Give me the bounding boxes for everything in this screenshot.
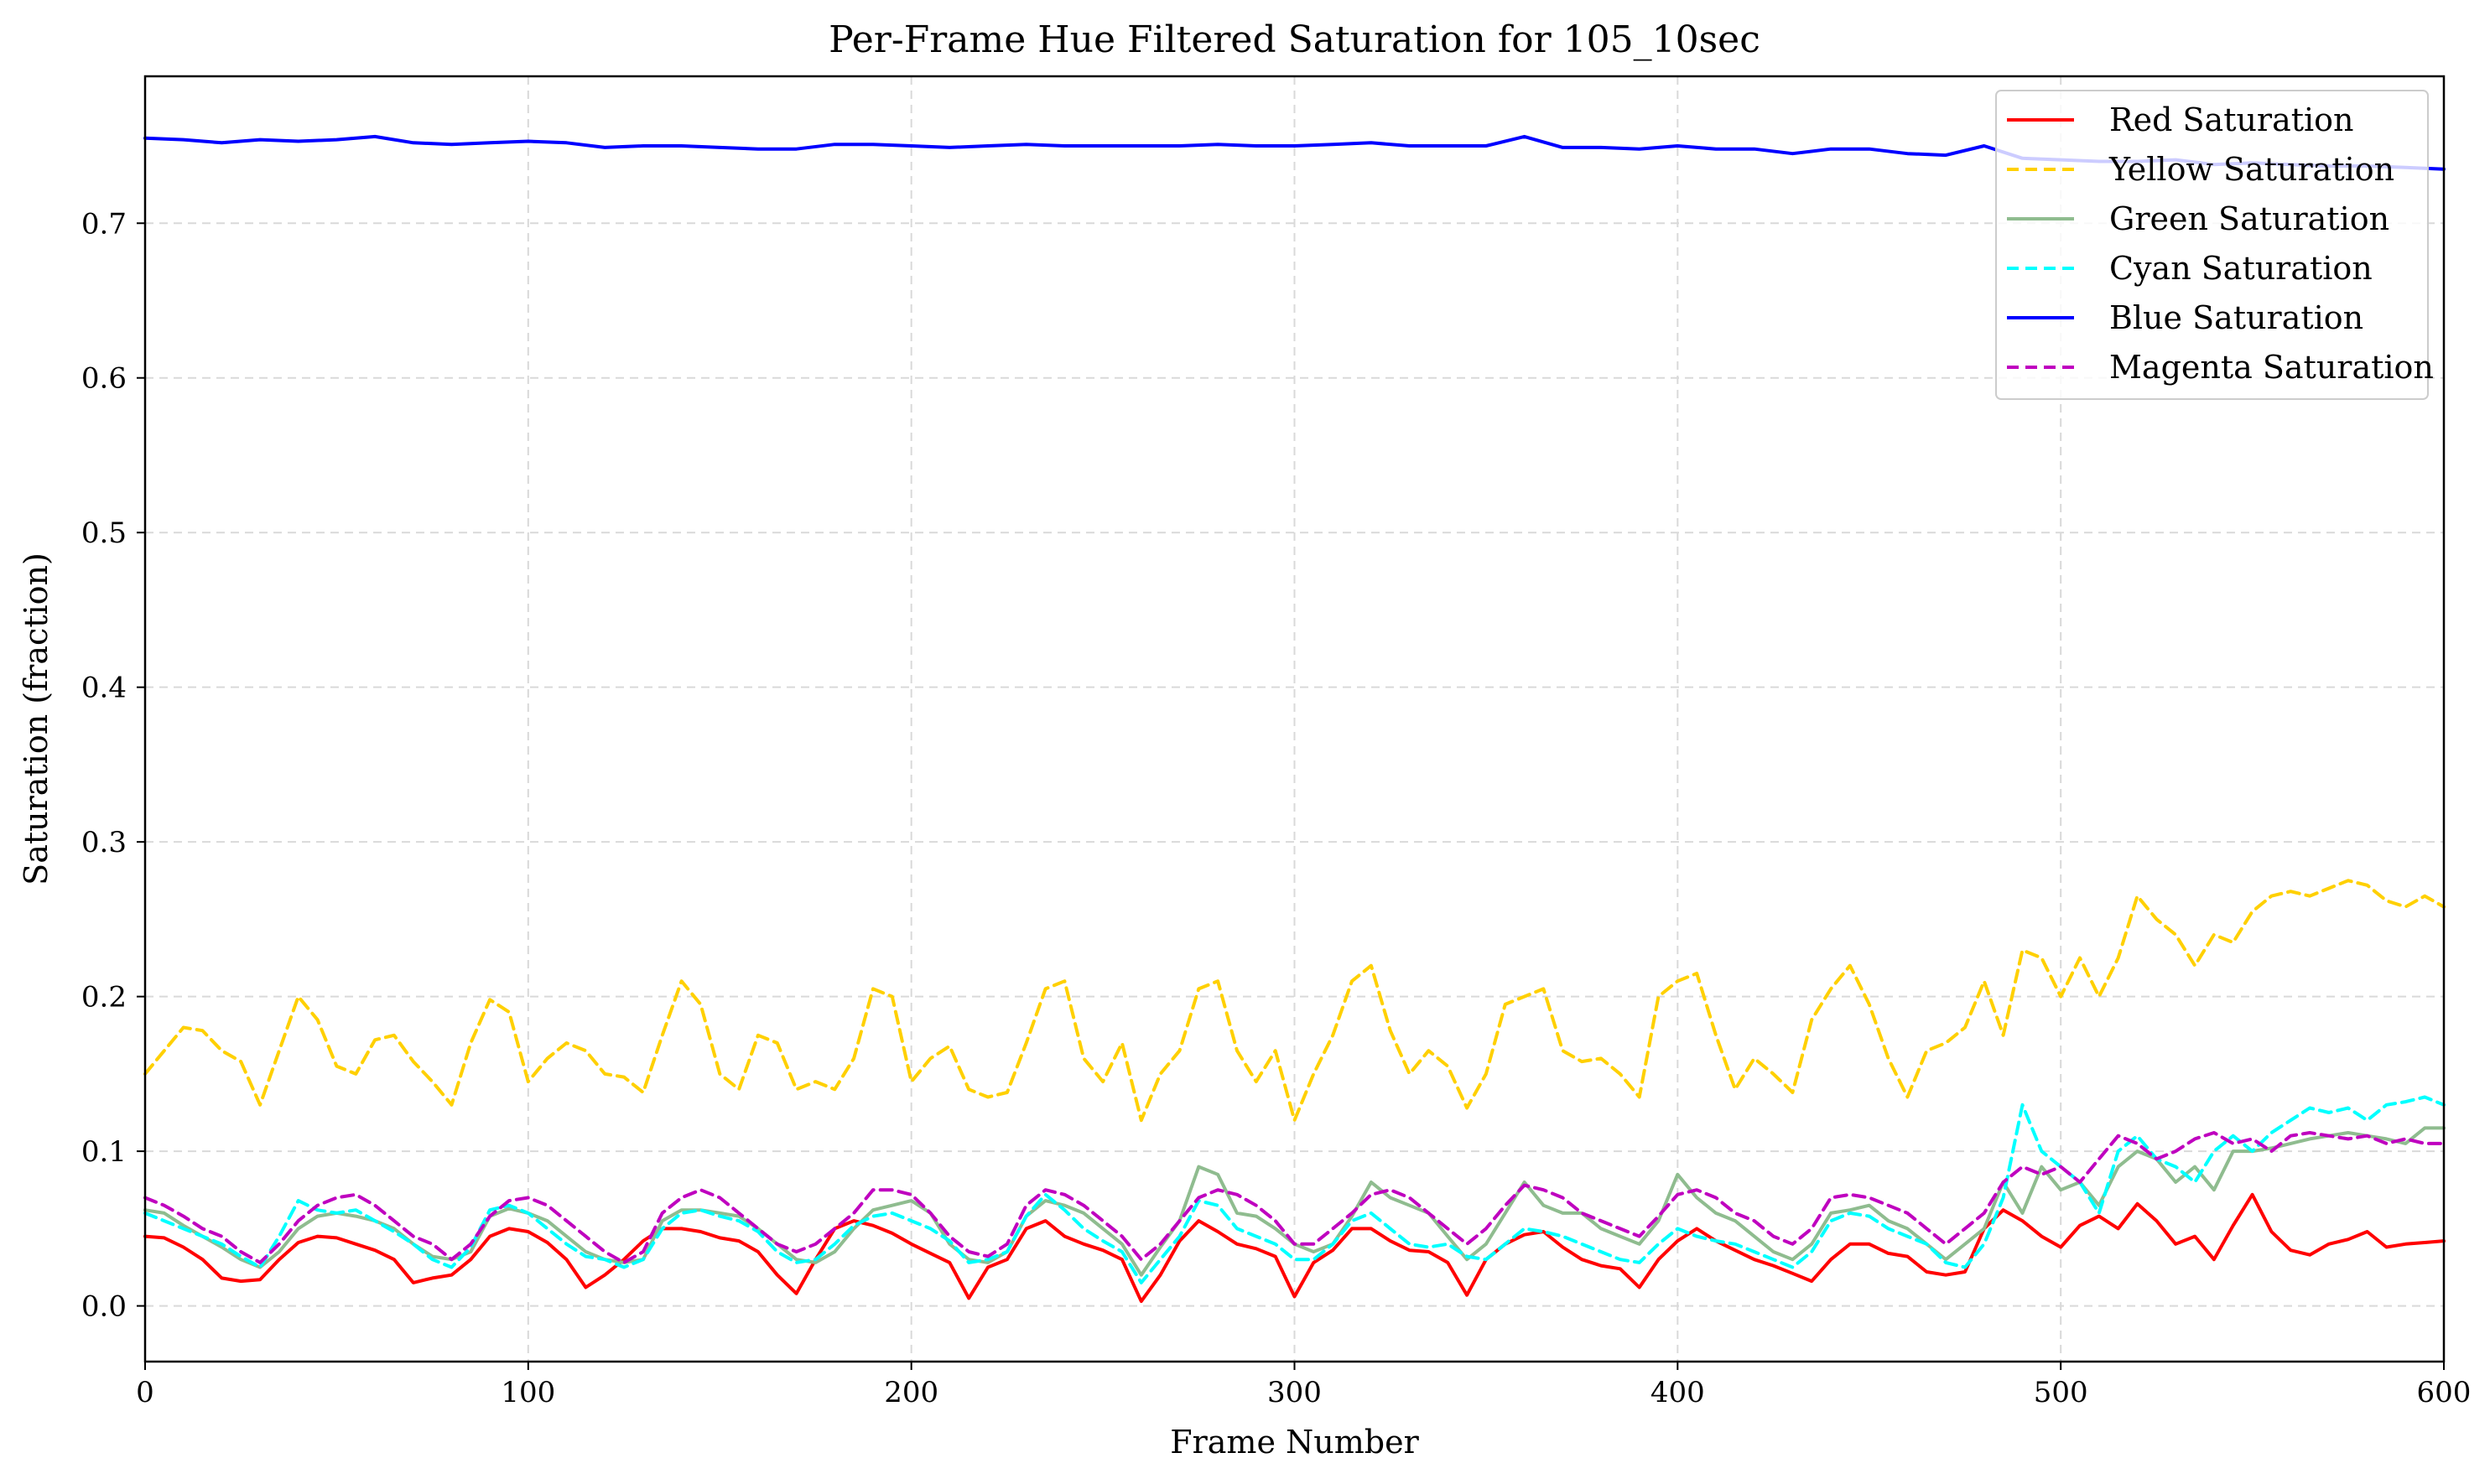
plot-area-frame: [143, 75, 2446, 1363]
x-tick-label-1: 100: [501, 1376, 555, 1409]
y-tick-label-1: 0.1: [81, 1135, 127, 1169]
x-tick-label-6: 600: [2417, 1376, 2472, 1409]
magenta-saturation-line: [143, 1131, 2446, 1264]
y-axis-label: Saturation (fraction): [18, 553, 55, 885]
x-axis-label: Frame Number: [1170, 1424, 1419, 1461]
legend-label-cyan-saturation: Cyan Saturation: [2109, 250, 2373, 287]
y-tick-label-0: 0.0: [81, 1290, 127, 1324]
y-tick-label-6: 0.6: [81, 362, 127, 396]
x-tick-label-3: 300: [1267, 1376, 1322, 1409]
axis-ticks: 0 100 200 300 400 500 600 0.0 0.1 0.2 0.3 0.4 0.5 0.6…: [81, 207, 2472, 1409]
y-tick-label-5: 0.5: [81, 516, 127, 550]
y-tick-label-4: 0.4: [81, 672, 127, 705]
chart-title: Per-Frame Hue Filtered Saturation for 10…: [829, 18, 1760, 61]
legend-label-green-saturation: Green Saturation: [2109, 200, 2389, 237]
legend-label-yellow-saturation: Yellow Saturation: [2108, 151, 2394, 188]
x-tick-label-2: 200: [884, 1376, 938, 1409]
x-tick-label-0: 0: [136, 1376, 154, 1409]
y-tick-label-3: 0.3: [81, 826, 127, 859]
legend-box: [1995, 90, 2429, 400]
x-tick-label-5: 500: [2034, 1376, 2088, 1409]
legend-label-magenta-saturation: Magenta Saturation: [2109, 349, 2434, 386]
legend-label-red-saturation: Red Saturation: [2109, 101, 2354, 138]
x-tick-label-4: 400: [1650, 1376, 1705, 1409]
y-tick-label-2: 0.2: [81, 981, 127, 1014]
yellow-saturation-line: [143, 879, 2446, 1123]
legend-label-blue-saturation: Blue Saturation: [2109, 299, 2363, 336]
red-saturation-line: [143, 1192, 2446, 1304]
series-lines: [143, 134, 2446, 1304]
legend: Red Saturation Yellow Saturation Green Sat…: [1995, 90, 2434, 400]
y-tick-label-7: 0.7: [81, 207, 127, 241]
